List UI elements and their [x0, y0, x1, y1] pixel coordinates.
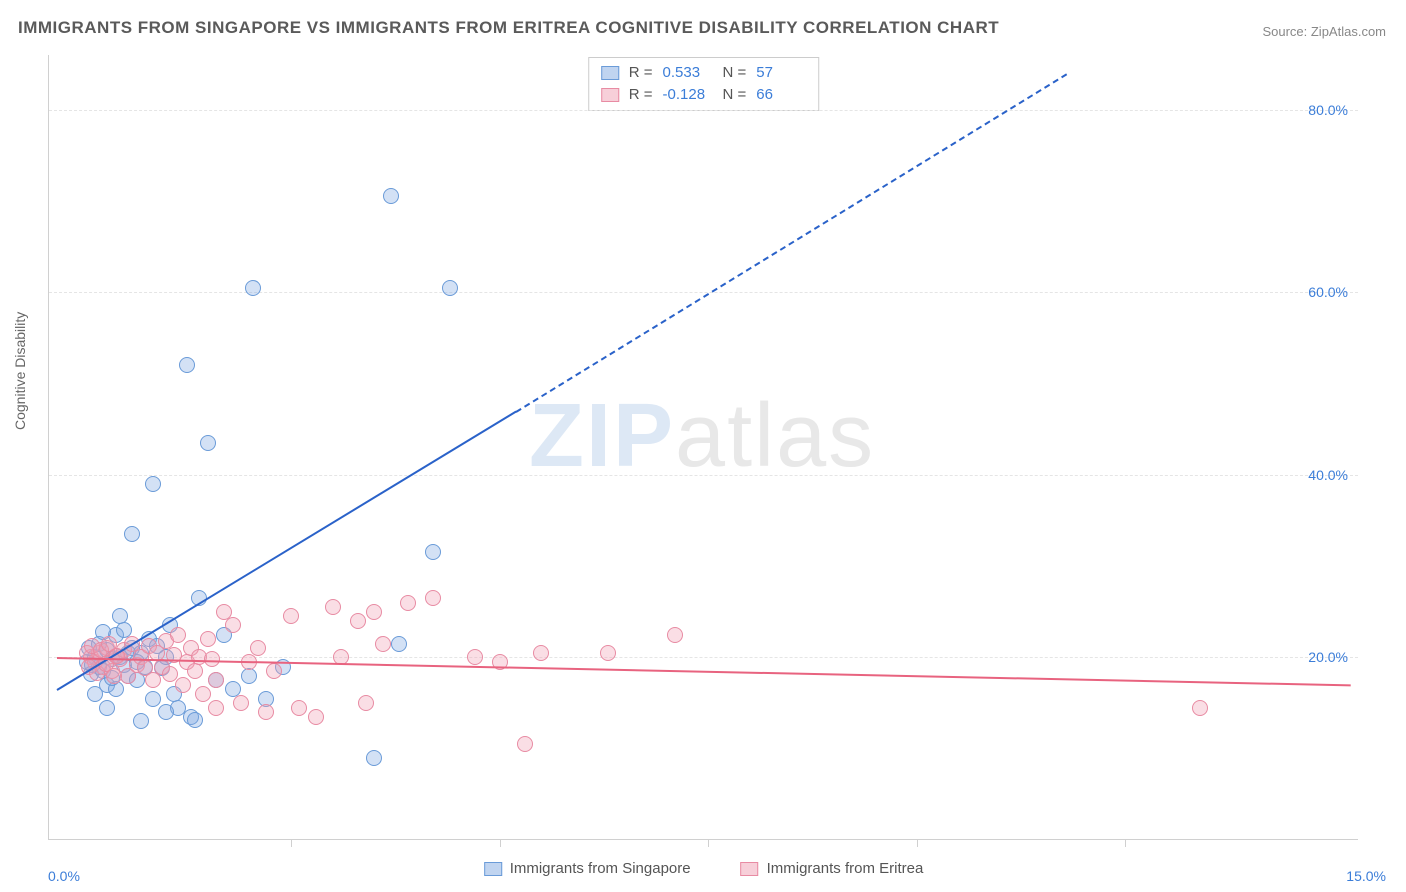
data-point [124, 526, 140, 542]
data-point [187, 663, 203, 679]
data-point [233, 695, 249, 711]
data-point [383, 188, 399, 204]
data-point [87, 686, 103, 702]
x-tick-minor [1125, 839, 1126, 847]
data-point [366, 750, 382, 766]
x-tick-minor [291, 839, 292, 847]
data-point [245, 280, 261, 296]
regression-line [57, 411, 517, 691]
data-point [179, 357, 195, 373]
data-point [195, 686, 211, 702]
data-point [325, 599, 341, 615]
x-tick-15: 15.0% [1346, 868, 1386, 884]
y-tick-label: 80.0% [1308, 102, 1348, 118]
data-point [200, 435, 216, 451]
watermark-zip: ZIP [529, 386, 675, 486]
source-label: Source: ZipAtlas.com [1262, 24, 1386, 39]
regression-line [516, 73, 1068, 412]
data-point [187, 712, 203, 728]
swatch-eritrea-icon [741, 862, 759, 876]
data-point [600, 645, 616, 661]
data-point [158, 704, 174, 720]
watermark-atlas: atlas [675, 386, 875, 486]
series-legend: Immigrants from Singapore Immigrants fro… [484, 860, 924, 877]
y-tick-label: 60.0% [1308, 284, 1348, 300]
y-axis-label: Cognitive Disability [12, 312, 28, 430]
chart-title: IMMIGRANTS FROM SINGAPORE VS IMMIGRANTS … [18, 18, 999, 38]
data-point [200, 631, 216, 647]
data-point [358, 695, 374, 711]
data-point [258, 704, 274, 720]
data-point [112, 608, 128, 624]
gridline-h [49, 110, 1358, 111]
r-label: R = [629, 84, 653, 106]
data-point [208, 672, 224, 688]
data-point [170, 627, 186, 643]
data-point [667, 627, 683, 643]
data-point [145, 691, 161, 707]
data-point [266, 663, 282, 679]
gridline-h [49, 475, 1358, 476]
swatch-singapore-icon [484, 862, 502, 876]
data-point [375, 636, 391, 652]
r-value-singapore: 0.533 [663, 62, 713, 84]
legend-item-singapore: Immigrants from Singapore [484, 860, 691, 877]
gridline-h [49, 292, 1358, 293]
plot-area: ZIPatlas R = 0.533 N = 57 R = -0.128 N =… [48, 55, 1358, 840]
x-tick-minor [917, 839, 918, 847]
n-value-singapore: 57 [756, 62, 806, 84]
data-point [467, 649, 483, 665]
data-point [1192, 700, 1208, 716]
r-value-eritrea: -0.128 [663, 84, 713, 106]
watermark: ZIPatlas [529, 385, 875, 488]
y-tick-label: 20.0% [1308, 649, 1348, 665]
data-point [517, 736, 533, 752]
data-point [250, 640, 266, 656]
swatch-eritrea [601, 88, 619, 102]
y-tick-label: 40.0% [1308, 467, 1348, 483]
data-point [425, 590, 441, 606]
x-tick-0: 0.0% [48, 868, 80, 884]
data-point [533, 645, 549, 661]
data-point [99, 700, 115, 716]
data-point [291, 700, 307, 716]
legend-label-eritrea: Immigrants from Eritrea [767, 860, 924, 877]
data-point [175, 677, 191, 693]
n-value-eritrea: 66 [756, 84, 806, 106]
data-point [145, 476, 161, 492]
correlation-legend: R = 0.533 N = 57 R = -0.128 N = 66 [588, 57, 820, 111]
data-point [208, 700, 224, 716]
legend-item-eritrea: Immigrants from Eritrea [741, 860, 924, 877]
x-tick-minor [708, 839, 709, 847]
data-point [308, 709, 324, 725]
data-point [145, 672, 161, 688]
data-point [133, 713, 149, 729]
legend-label-singapore: Immigrants from Singapore [510, 860, 691, 877]
r-label: R = [629, 62, 653, 84]
data-point [283, 608, 299, 624]
data-point [366, 604, 382, 620]
data-point [400, 595, 416, 611]
data-point [350, 613, 366, 629]
chart-container: IMMIGRANTS FROM SINGAPORE VS IMMIGRANTS … [0, 0, 1406, 892]
x-tick-minor [500, 839, 501, 847]
swatch-singapore [601, 66, 619, 80]
data-point [241, 668, 257, 684]
legend-row-eritrea: R = -0.128 N = 66 [601, 84, 807, 106]
n-label: N = [723, 84, 747, 106]
data-point [225, 617, 241, 633]
data-point [425, 544, 441, 560]
legend-row-singapore: R = 0.533 N = 57 [601, 62, 807, 84]
n-label: N = [723, 62, 747, 84]
data-point [106, 668, 122, 684]
data-point [442, 280, 458, 296]
data-point [391, 636, 407, 652]
